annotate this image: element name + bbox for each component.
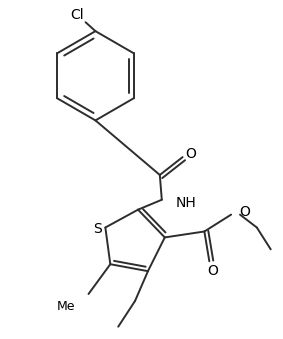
Text: O: O [185, 147, 196, 161]
Text: NH: NH [176, 196, 196, 210]
Text: O: O [207, 264, 218, 278]
Text: S: S [93, 221, 102, 236]
Text: Cl: Cl [70, 8, 83, 22]
Text: O: O [239, 205, 250, 219]
Text: Me: Me [57, 300, 76, 313]
